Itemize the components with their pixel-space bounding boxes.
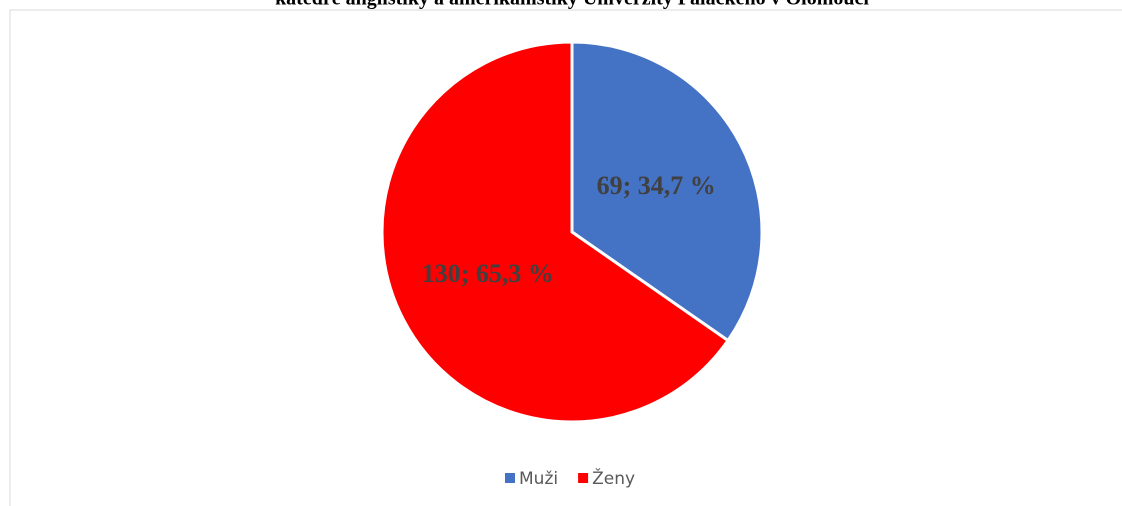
pie-slice (380, 40, 731, 424)
data-label: 130; 65,3 % (422, 259, 554, 288)
data-label: 69; 34,7 % (597, 171, 716, 200)
legend-swatch (505, 473, 515, 483)
legend-swatch (578, 473, 589, 483)
pie-slice (570, 40, 764, 343)
legend-label: Muži (519, 469, 558, 489)
legend-label: Ženy (592, 467, 635, 489)
chart-title: katedře anglistiky a amerikanistiky Univ… (275, 0, 869, 10)
chart-frame (9, 9, 1122, 506)
